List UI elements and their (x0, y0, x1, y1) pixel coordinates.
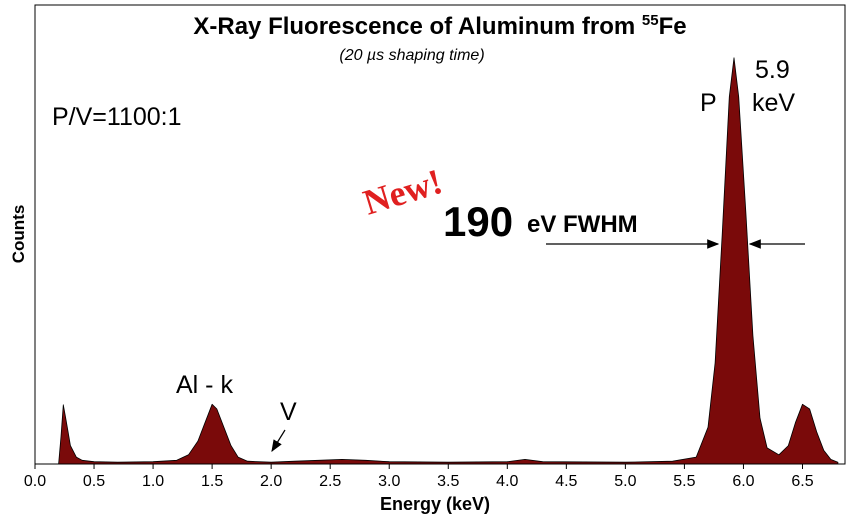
x-tick-label: 5.5 (673, 473, 695, 490)
y-axis-label: Counts (9, 205, 28, 264)
x-tick-label: 1.5 (201, 473, 223, 490)
x-tick-label: 2.0 (260, 473, 282, 490)
x-tick-label: 4.5 (555, 473, 577, 490)
pv-ratio: P/V=1100:1 (52, 103, 182, 131)
peak-unit: keV (752, 89, 795, 117)
fwhm-value: 190 (443, 198, 513, 245)
fwhm-unit: eV FWHM (527, 211, 638, 238)
peak-energy: 5.9 (755, 56, 790, 84)
x-tick-label: 4.0 (496, 473, 518, 490)
x-tick-label: 0.5 (83, 473, 105, 490)
title-superscript: 55 (642, 12, 659, 29)
title-suffix: Fe (659, 13, 687, 40)
x-tick-label: 0.0 (24, 473, 46, 490)
subtitle: (20 µs shaping time) (339, 47, 484, 64)
chart-title: X-Ray Fluorescence of Aluminum from 55Fe (193, 12, 686, 40)
new-badge: New! (359, 161, 447, 223)
title-text: X-Ray Fluorescence of Aluminum from (193, 13, 642, 40)
x-tick-label: 6.5 (791, 473, 813, 490)
peak-label: P (700, 89, 717, 117)
valley-arrow (271, 429, 286, 453)
valley-label: V (280, 398, 297, 426)
x-tick-label: 1.0 (142, 473, 164, 490)
x-tick-label: 2.5 (319, 473, 341, 490)
plot-area (58, 57, 839, 465)
plot-frame (34, 4, 846, 465)
x-tick-label: 3.5 (437, 473, 459, 490)
x-axis-label: Energy (keV) (380, 494, 490, 514)
x-tick-label: 5.0 (614, 473, 636, 490)
x-tick-label: 6.0 (732, 473, 754, 490)
spectrum-area (58, 57, 839, 465)
al-label: Al - k (176, 371, 233, 399)
x-tick-label: 3.0 (378, 473, 400, 490)
